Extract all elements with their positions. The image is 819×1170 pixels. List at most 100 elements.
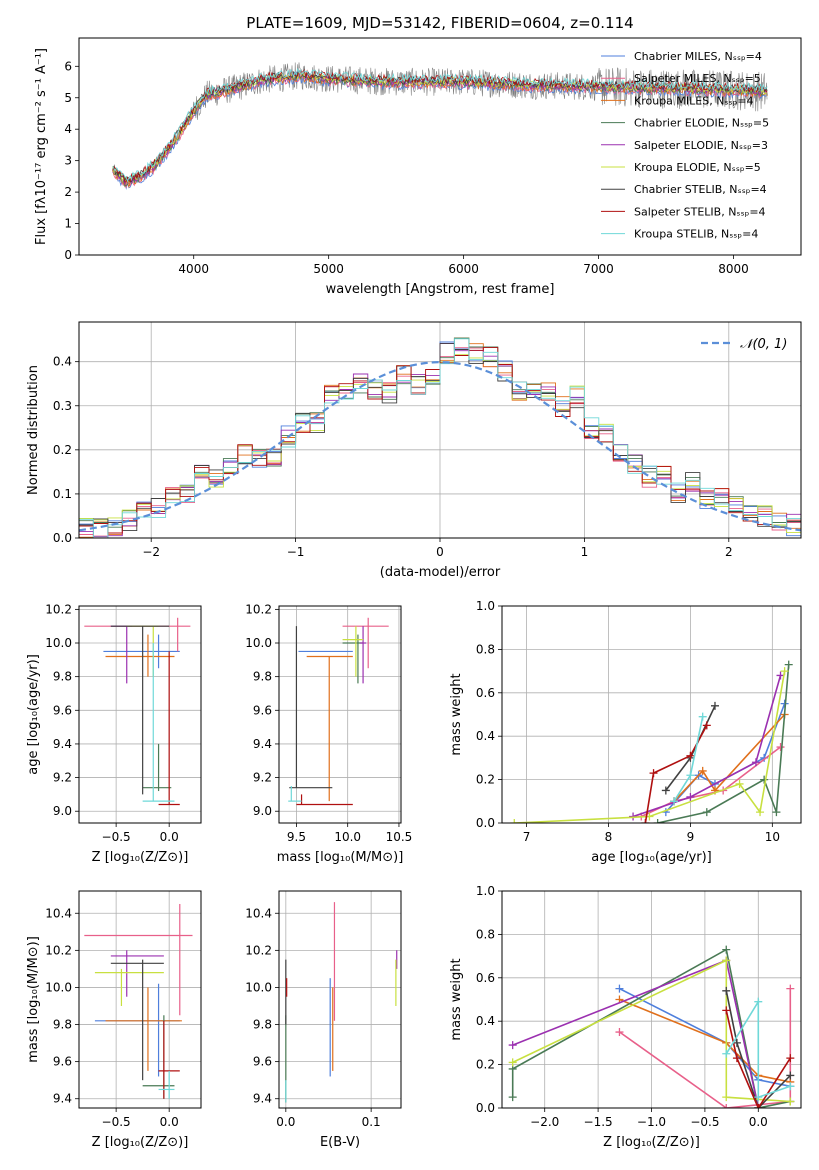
y-tick-label: 9.6: [253, 703, 272, 717]
y-tick-label: 9.4: [253, 737, 272, 751]
weight-vs-z-frame: [501, 890, 802, 1109]
x-tick-label: 0.0: [276, 1115, 295, 1129]
y-tick-label: 0.4: [476, 729, 495, 743]
weight-marker: [615, 1028, 624, 1037]
weight-marker: [653, 819, 662, 823]
y-tick-label: 9.2: [253, 771, 272, 785]
y-tick-label: 0.0: [476, 1101, 495, 1115]
weight-marker: [722, 1104, 731, 1108]
y-tick-label: 3: [64, 154, 72, 168]
weight-marker: [698, 712, 707, 721]
weight-marker: [508, 1093, 517, 1102]
weight-marker: [786, 984, 795, 993]
weight-marker: [754, 997, 763, 1006]
y-tick-label: 10.2: [45, 943, 72, 957]
y-tick-label: 9.0: [53, 804, 72, 818]
weight-marker: [751, 758, 760, 767]
y-axis-label: Normed distribution: [26, 365, 41, 495]
x-tick-label: 9: [687, 830, 695, 844]
x-tick-label: −0.5: [690, 1115, 719, 1129]
weight-marker: [661, 786, 670, 795]
weight-marker: [686, 751, 695, 760]
weight-marker: [784, 660, 793, 669]
legend-entry: Kroupa ELODIE, Nₛₛₚ=5: [634, 161, 761, 174]
x-axis-label: Z [log₁₀(Z/Z⊙)]: [92, 850, 189, 865]
weight-line-2: [673, 713, 786, 802]
y-tick-label: 0.0: [476, 816, 495, 830]
x-tick-label: 7: [523, 830, 531, 844]
weight-marker: [754, 1104, 763, 1108]
weight-vs-age-lines: [510, 660, 793, 823]
y-tick-label: 9.4: [53, 737, 72, 751]
y-tick-label: 0.2: [53, 443, 72, 457]
x-tick-label: 0: [436, 545, 444, 559]
y-tick-label: 0.8: [476, 642, 495, 656]
y-tick-label: 10.0: [245, 636, 272, 650]
legend-entry: Chabrier MILES, Nₛₛₚ=4: [634, 50, 762, 63]
weight-marker: [722, 1093, 731, 1102]
weight-marker: [780, 667, 789, 676]
weight-marker: [735, 779, 744, 788]
x-axis-label: mass [log₁₀(M/M⊙)]: [277, 850, 404, 865]
model-spectrum-8: [112, 67, 768, 183]
weight-line-4: [512, 959, 760, 1108]
weight-marker: [508, 1041, 517, 1050]
weight-marker: [754, 1093, 763, 1102]
y-tick-label: 10.0: [45, 980, 72, 994]
age-vs-z-axes: −0.5 0.0 9.0 9.2 9.4 9.6 9.8 10.0 10.2 Z [log₁₀(Z…: [26, 602, 201, 865]
y-tick-label: 0.0: [53, 531, 72, 545]
y-tick-label: 9.0: [253, 804, 272, 818]
normal-curve: [79, 360, 801, 532]
y-axis-label: age [log₁₀(age/yr)]: [26, 654, 41, 775]
y-tick-label: 9.4: [53, 1092, 72, 1106]
x-tick-label: 0.0: [160, 830, 179, 844]
x-tick-label: 8: [605, 830, 613, 844]
y-tick-label: 0.6: [476, 686, 495, 700]
weight-marker: [722, 1049, 731, 1058]
weight-marker: [732, 1054, 741, 1063]
x-tick-label: 0.1: [362, 1115, 381, 1129]
mass-vs-z-points: [84, 903, 193, 1099]
weight-vs-z-lines: [508, 945, 795, 1108]
legend-entry: Chabrier ELODIE, Nₛₛₚ=5: [634, 117, 769, 130]
weight-marker: [686, 792, 695, 801]
mass-vs-z-frame: [78, 890, 202, 1109]
y-tick-label: 9.6: [53, 703, 72, 717]
y-axis-label: mass [log₁₀(M/M⊙)]: [26, 936, 41, 1063]
histogram-6: [79, 342, 801, 532]
weight-marker: [649, 769, 658, 778]
mass-vs-ebv-axes: 0.0 0.1 9.4 9.6 9.8 10.0 10.2 10.4 E(B-V): [245, 891, 401, 1150]
x-tick-label: 2: [725, 545, 733, 559]
x-tick-label: 0.0: [160, 1115, 179, 1129]
y-tick-label: 10.2: [245, 943, 272, 957]
age-vs-mass-axes: 9.5 10.0 10.5 9.0 9.2 9.4 9.6 9.8 10.0 10.2 mass […: [245, 602, 412, 865]
x-axis-label: E(B-V): [320, 1135, 360, 1150]
x-tick-label: 1: [581, 545, 589, 559]
y-tick-label: 4: [64, 122, 72, 136]
weight-marker: [722, 956, 731, 965]
legend-entry: 𝒩(0, 1): [740, 337, 787, 352]
weight-marker: [698, 766, 707, 775]
histogram-lines: [79, 337, 801, 538]
y-tick-label: 1.0: [476, 599, 495, 613]
y-tick-label: 9.8: [253, 670, 272, 684]
weight-marker: [776, 743, 785, 752]
y-axis-label: Flux [fλ10⁻¹⁷ erg cm⁻² s⁻¹ A⁻¹]: [34, 48, 49, 245]
histogram-8: [79, 338, 801, 538]
y-tick-label: 10.2: [245, 602, 272, 616]
weight-marker: [710, 701, 719, 710]
y-tick-label: 0.2: [476, 773, 495, 787]
spectrum-lines: [112, 62, 768, 190]
spectrum-axes: 4000 5000 6000 7000 8000 0 1 2 3 4 5 6 wavelength [A…: [34, 48, 749, 297]
residuals-frame: [78, 321, 802, 539]
x-tick-label: 5000: [313, 262, 344, 276]
weight-marker: [722, 1006, 731, 1015]
weight-line-4: [632, 675, 782, 818]
legend-entry: Kroupa STELIB, Nₛₛₚ=4: [634, 228, 758, 241]
weight-line-8: [673, 716, 704, 802]
legend-entry: Chabrier STELIB, Nₛₛₚ=4: [634, 183, 767, 196]
x-tick-label: −0.5: [102, 830, 131, 844]
weight-marker: [670, 797, 679, 806]
y-tick-label: 0: [64, 248, 72, 262]
